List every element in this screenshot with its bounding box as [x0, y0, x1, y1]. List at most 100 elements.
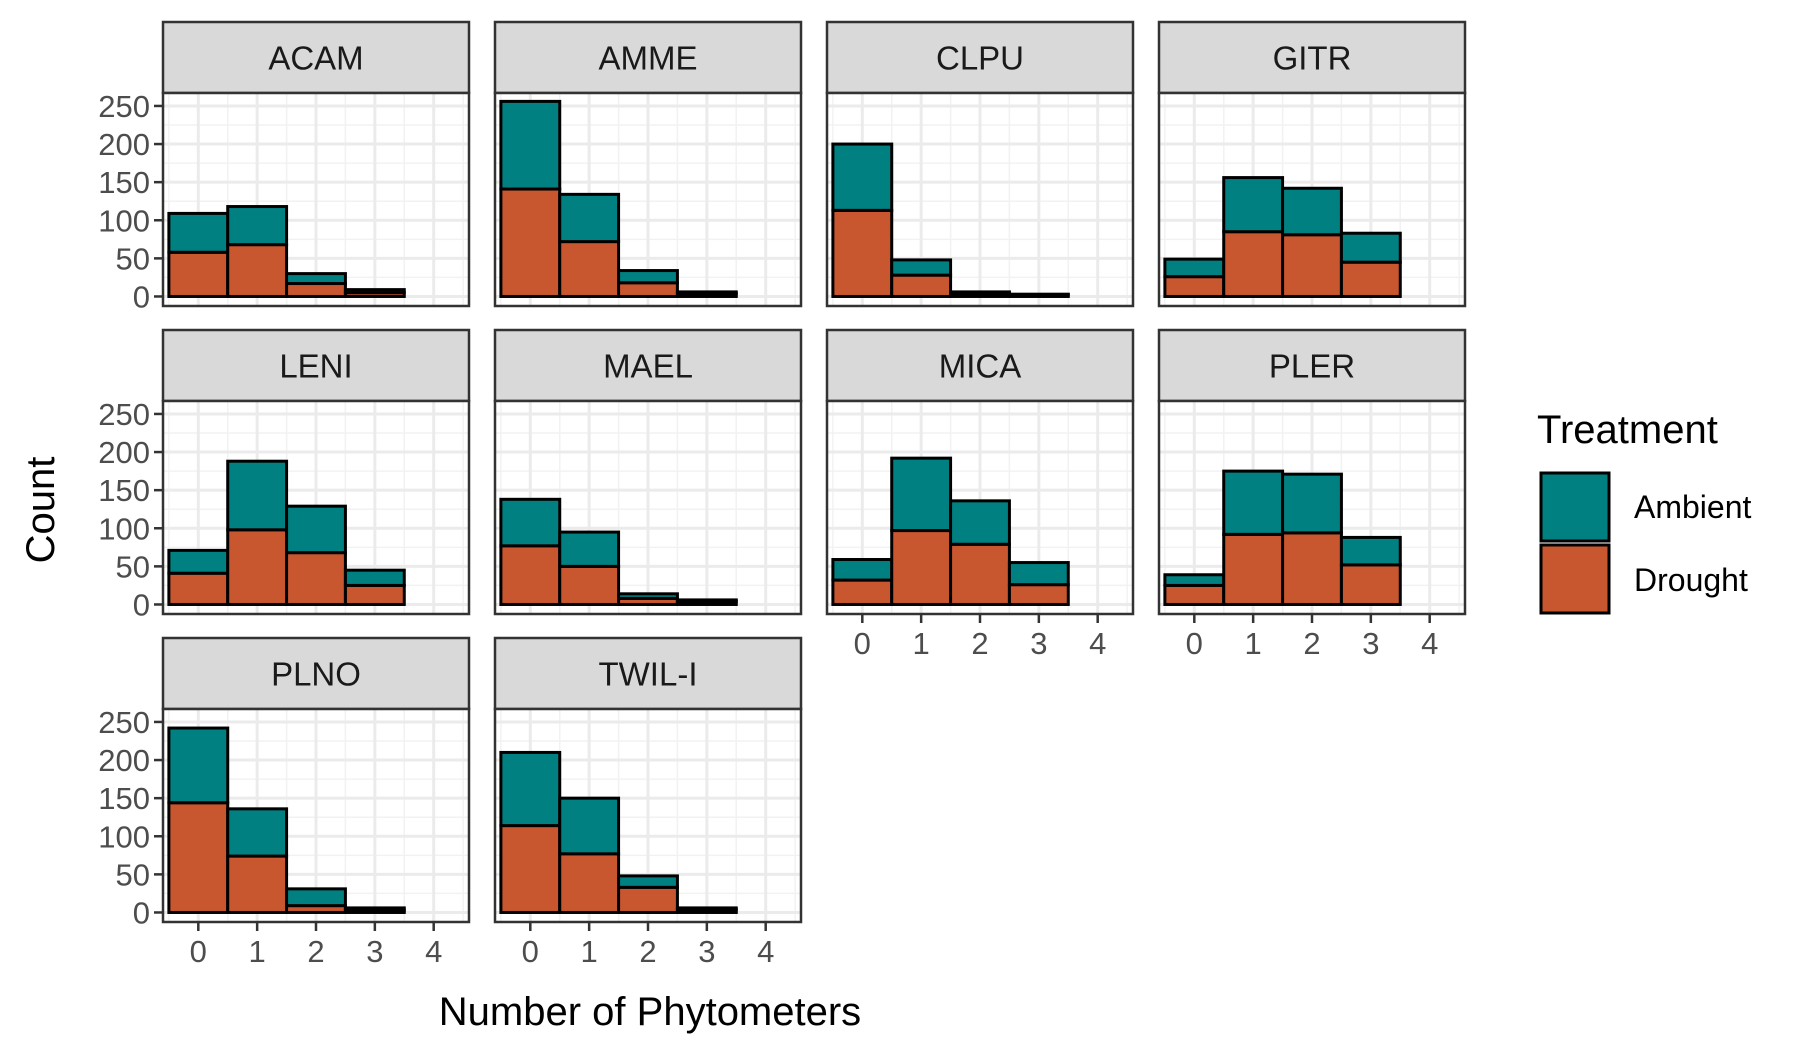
- bar-drought-2: [285, 282, 347, 298]
- y-axis-title: Count: [19, 457, 63, 564]
- bar-ambient-2: [949, 499, 1011, 546]
- facet-strip: [493, 20, 803, 95]
- bar-ambient-1: [558, 796, 621, 856]
- bar-ambient-3: [675, 906, 738, 911]
- y-tick-label: 150: [98, 165, 150, 200]
- bar-drought-3: [343, 583, 406, 606]
- x-tick-label: 3: [698, 934, 715, 969]
- y-tick-label: 150: [98, 473, 150, 508]
- bar-drought-1: [226, 243, 289, 298]
- bar-drought-1: [1222, 230, 1285, 298]
- x-tick-label: 0: [1186, 626, 1203, 661]
- bar-drought-0: [499, 824, 562, 914]
- bar-ambient-1: [558, 192, 621, 244]
- bar-drought-1: [1222, 532, 1285, 606]
- facet-strip-label: CLPU: [936, 40, 1024, 77]
- x-tick-label: 1: [913, 626, 930, 661]
- facet-strip: [493, 636, 803, 711]
- bar-drought-0: [167, 250, 230, 298]
- bar-drought-2: [617, 281, 679, 298]
- x-tick-label: 2: [1303, 626, 1320, 661]
- bar-drought-2: [1281, 531, 1343, 606]
- bar-ambient-0: [499, 99, 562, 191]
- bar-ambient-0: [831, 142, 894, 212]
- x-tick-label: 3: [1362, 626, 1379, 661]
- bar-drought-1: [558, 240, 621, 298]
- bar-ambient-1: [1222, 469, 1285, 536]
- x-tick-label: 1: [581, 934, 598, 969]
- y-tick-label: 50: [116, 549, 150, 584]
- x-tick-label: 0: [854, 626, 871, 661]
- x-tick-label: 2: [971, 626, 988, 661]
- x-tick-label: 4: [1421, 626, 1438, 661]
- y-tick-label: 100: [98, 203, 150, 238]
- bar-drought-0: [1163, 583, 1226, 606]
- y-tick-label: 200: [98, 127, 150, 162]
- x-tick-label: 4: [757, 934, 774, 969]
- bar-ambient-1: [558, 530, 621, 568]
- facet-strip-label: MICA: [939, 348, 1022, 385]
- bar-ambient-2: [617, 592, 679, 600]
- x-tick-label: 0: [522, 934, 539, 969]
- bar-drought-0: [499, 187, 562, 298]
- panel-border: [161, 399, 471, 616]
- bar-drought-0: [167, 571, 230, 606]
- legend-key-ambient: [1539, 471, 1611, 543]
- y-tick-label: 0: [133, 895, 150, 930]
- y-tick-label: 250: [98, 705, 150, 740]
- y-tick-label: 100: [98, 819, 150, 854]
- y-tick-label: 250: [98, 397, 150, 432]
- bar-ambient-0: [167, 548, 230, 575]
- bar-ambient-0: [1163, 257, 1226, 279]
- y-tick-label: 100: [98, 511, 150, 546]
- facet-strip-label: PLNO: [271, 656, 361, 693]
- bar-ambient-3: [1339, 231, 1402, 264]
- x-tick-label: 1: [1245, 626, 1262, 661]
- bar-ambient-3: [343, 906, 406, 912]
- bar-drought-0: [499, 544, 562, 606]
- bar-drought-1: [226, 528, 289, 606]
- bar-ambient-0: [167, 726, 230, 805]
- bar-drought-2: [1281, 233, 1343, 298]
- x-tick-label: 3: [1030, 626, 1047, 661]
- y-tick-label: 200: [98, 743, 150, 778]
- bar-ambient-2: [617, 874, 679, 889]
- y-tick-label: 200: [98, 435, 150, 470]
- y-tick-label: 0: [133, 279, 150, 314]
- bar-drought-0: [831, 578, 894, 606]
- x-tick-label: 0: [190, 934, 207, 969]
- bar-ambient-1: [1222, 176, 1285, 234]
- panel-mica: MICA 0 1 2 3 4: [825, 328, 1135, 661]
- bar-ambient-0: [1163, 573, 1226, 587]
- y-tick-label: 150: [98, 781, 150, 816]
- bar-drought-3: [1339, 260, 1402, 298]
- bar-ambient-2: [285, 887, 347, 908]
- x-tick-label: 4: [1089, 626, 1106, 661]
- x-tick-label: 3: [366, 934, 383, 969]
- bar-ambient-2: [1281, 472, 1343, 535]
- facet-strip: [161, 636, 471, 711]
- bar-drought-1: [558, 852, 621, 914]
- bar-ambient-0: [499, 497, 562, 548]
- bar-drought-2: [617, 885, 679, 914]
- facet-strip-label: TWIL-I: [599, 656, 698, 693]
- bar-ambient-0: [499, 750, 562, 828]
- bar-drought-1: [890, 273, 953, 298]
- bar-drought-0: [167, 801, 230, 914]
- bar-ambient-2: [1281, 186, 1343, 237]
- panel-pler: PLER 0 1 2 3 4: [1157, 328, 1467, 661]
- legend-label-drought: Drought: [1634, 562, 1748, 598]
- y-tick-label: 50: [116, 857, 150, 892]
- bar-ambient-1: [226, 807, 289, 858]
- panel-border: [493, 91, 803, 308]
- y-tick-label: 50: [116, 241, 150, 276]
- panel-clpu: CLPU: [825, 20, 1135, 308]
- facet-strip-label: ACAM: [268, 40, 363, 77]
- x-tick-label: 2: [307, 934, 324, 969]
- facet-strip: [825, 328, 1135, 403]
- bar-ambient-2: [285, 504, 347, 555]
- bar-ambient-1: [890, 456, 953, 533]
